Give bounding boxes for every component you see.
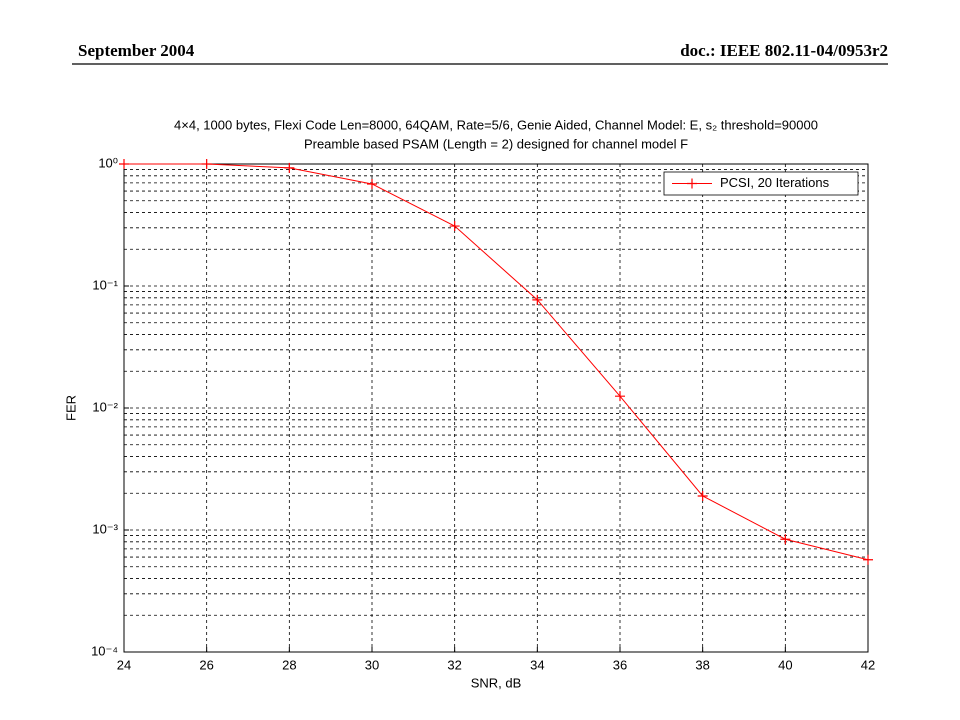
chart-title: 4×4, 1000 bytes, Flexi Code Len=8000, 64… — [174, 117, 818, 132]
data-point — [367, 178, 377, 189]
legend-label: PCSI, 20 Iterations — [720, 175, 830, 190]
x-tick-label: 30 — [365, 657, 379, 672]
x-tick-label: 42 — [861, 657, 875, 672]
y-axis-label: FER — [63, 395, 78, 421]
legend-marker — [687, 178, 697, 189]
data-point — [615, 391, 625, 402]
data-point — [532, 294, 543, 305]
legend-box — [663, 171, 859, 196]
chart-subtitle: Preamble based PSAM (Length = 2) designe… — [304, 136, 688, 151]
data-point — [119, 159, 129, 169]
data-point — [863, 554, 873, 565]
x-tick-label: 24 — [117, 657, 131, 672]
plot-frame — [123, 163, 869, 653]
x-tick-label: 28 — [282, 657, 296, 672]
x-tick-label: 26 — [199, 657, 213, 672]
x-tick-label: 40 — [778, 657, 792, 672]
x-axis-label: SNR, dB — [471, 675, 522, 690]
series-line — [124, 163, 869, 561]
y-tick-label: 10⁻³ — [92, 521, 118, 536]
header-doc: doc.: IEEE 802.11-04/0953r2 — [680, 41, 888, 60]
x-tick-label: 38 — [695, 657, 709, 672]
data-point — [449, 221, 460, 232]
header-date: September 2004 — [78, 41, 195, 60]
data-point — [284, 162, 295, 173]
data-point — [201, 159, 212, 169]
y-tick-label: 10⁻⁴ — [91, 643, 118, 658]
data-point — [697, 490, 708, 501]
data-point — [780, 534, 791, 545]
x-tick-label: 34 — [530, 657, 544, 672]
y-tick-label: 10⁻¹ — [92, 277, 118, 292]
x-tick-label: 36 — [613, 657, 627, 672]
x-tick-label: 32 — [447, 657, 461, 672]
y-tick-label: 10⁻² — [92, 399, 118, 414]
y-tick-label: 10⁰ — [98, 155, 118, 170]
